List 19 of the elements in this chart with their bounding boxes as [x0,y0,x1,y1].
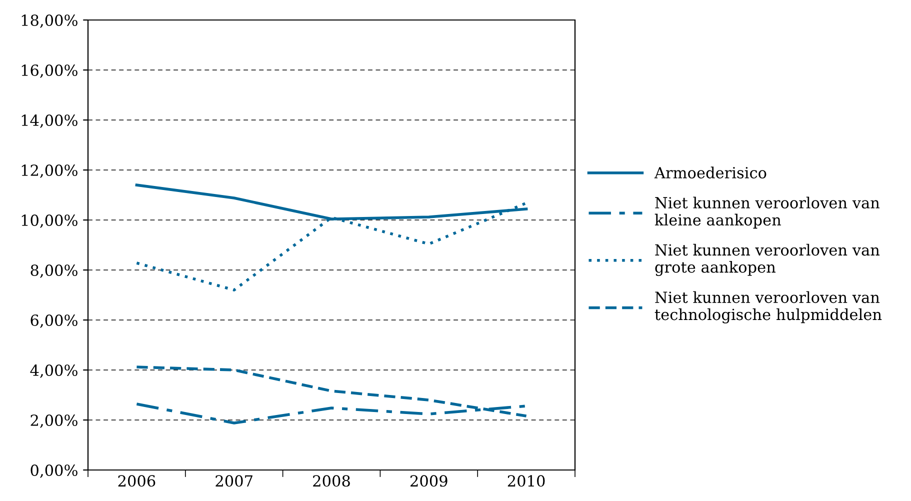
x-tick-label: 2009 [410,475,448,487]
x-tick-label: 2007 [216,475,252,487]
y-tick-label: 16,00% [22,64,78,78]
x-tick-label: 2010 [508,475,545,487]
legend-label: Armoederisico [654,166,766,178]
legend-label: Niet kunnen veroorloven van kleine aankopen [654,196,880,229]
legend-label: Niet kunnen veroorloven van technologische hulpmiddelen [654,291,882,324]
y-tick-label: 12,00% [22,164,78,178]
legend-label: Niet kunnen veroorloven van grote aankopen [655,244,880,276]
y-tick-label: 18,00% [22,14,78,28]
y-tick-label: 10,00% [22,214,78,228]
y-tick-label: 8,00% [30,264,78,278]
x-tick-label: 2008 [313,475,350,487]
y-tick-label: 0,00% [30,464,78,478]
y-tick-label: 6,00% [30,314,78,328]
x-tick-label: 2006 [118,475,156,487]
y-tick-label: 2,00% [30,414,78,428]
y-tick-label: 4,00% [30,364,78,378]
y-tick-label: 14,00% [22,114,78,128]
